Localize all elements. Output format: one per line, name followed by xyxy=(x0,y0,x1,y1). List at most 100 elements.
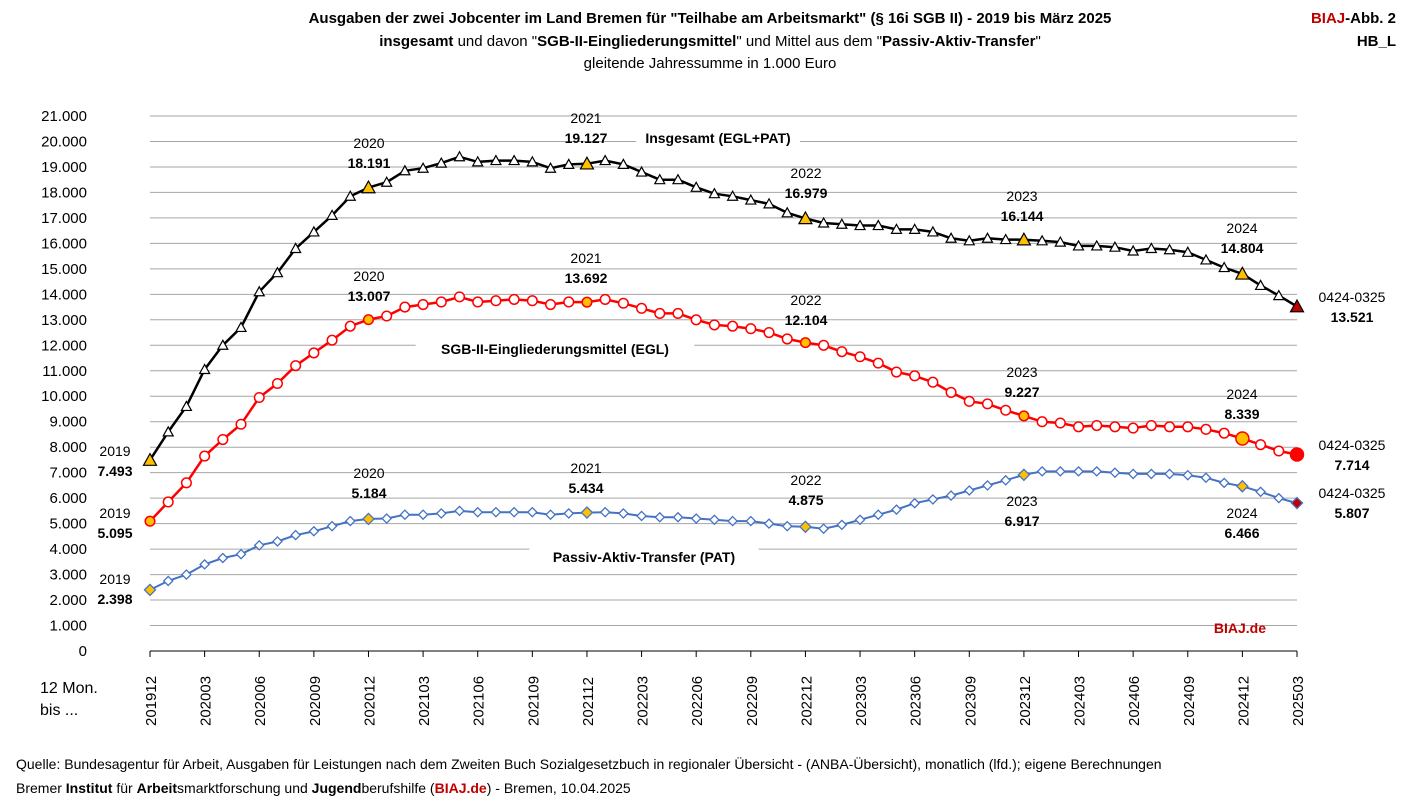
data-point xyxy=(290,529,302,541)
data-point xyxy=(381,310,393,322)
data-point xyxy=(1036,465,1048,477)
y-tick-label: 2.000 xyxy=(49,592,87,609)
data-point xyxy=(360,179,376,194)
y-tick-label: 21.000 xyxy=(41,108,87,125)
data-point xyxy=(162,425,175,437)
x-tick-label: 202209 xyxy=(744,676,761,726)
data-point xyxy=(654,307,666,319)
data-point xyxy=(199,558,211,570)
y-tick-label: 1.000 xyxy=(49,618,87,635)
data-point xyxy=(872,509,884,521)
data-point xyxy=(453,150,466,162)
data-point xyxy=(1164,421,1176,433)
annotation-value: 7.493 xyxy=(97,463,132,479)
data-point xyxy=(563,508,575,519)
data-point xyxy=(417,161,430,173)
data-point xyxy=(271,266,284,278)
data-point xyxy=(1109,467,1121,479)
data-point xyxy=(490,295,502,307)
data-point xyxy=(1290,496,1304,510)
annotation-year: 2024 xyxy=(1226,220,1257,236)
data-point xyxy=(1164,468,1175,480)
data-point xyxy=(472,506,484,518)
data-point xyxy=(818,339,830,351)
data-point xyxy=(180,400,193,412)
title-line-1: Ausgaben der zwei Jobcenter im Land Brem… xyxy=(308,10,1112,27)
data-point xyxy=(854,514,866,526)
data-point xyxy=(1181,246,1194,257)
y-tick-label: 18.000 xyxy=(41,184,87,201)
x-axis-caption: 12 Mon. bis ... xyxy=(40,678,98,722)
data-point xyxy=(272,536,283,547)
data-point xyxy=(162,575,174,587)
data-point xyxy=(143,583,157,597)
data-point xyxy=(1289,298,1305,313)
data-point xyxy=(142,452,158,466)
annotation-year: 2020 xyxy=(353,465,384,481)
data-point xyxy=(1054,417,1066,429)
data-point xyxy=(1273,445,1285,457)
annotation-year: 2022 xyxy=(790,472,821,488)
data-point xyxy=(1163,243,1176,255)
data-point xyxy=(235,321,248,333)
data-point xyxy=(945,232,958,243)
x-tick-label: 202303 xyxy=(853,676,870,726)
x-tick-label: 202212 xyxy=(798,676,815,726)
data-point xyxy=(854,351,866,363)
publisher-link[interactable]: BIAJ.de xyxy=(434,780,487,796)
data-point xyxy=(763,326,775,339)
y-tick-label: 20.000 xyxy=(41,133,87,150)
data-point xyxy=(1016,231,1032,246)
x-tick-label: 202409 xyxy=(1181,676,1198,726)
data-point xyxy=(271,377,283,390)
data-point xyxy=(344,515,356,527)
data-point xyxy=(1182,421,1194,433)
y-tick-label: 14.000 xyxy=(41,286,87,303)
data-point xyxy=(308,347,320,359)
data-point xyxy=(727,320,739,332)
annotation-year: 2024 xyxy=(1226,386,1257,402)
annotation-value: 5.184 xyxy=(351,485,386,501)
data-point xyxy=(399,509,411,521)
annotation-year: 2023 xyxy=(1006,364,1037,380)
data-point xyxy=(1235,431,1250,446)
data-point xyxy=(217,552,229,564)
annotation-value: 6.466 xyxy=(1224,525,1259,541)
data-point xyxy=(818,523,830,535)
badge-figure-number: -Abb. 2 xyxy=(1345,10,1396,27)
data-point xyxy=(982,479,993,491)
y-tick-label: 4.000 xyxy=(49,541,87,558)
x-tick-label: 202503 xyxy=(1290,676,1307,726)
data-point xyxy=(909,497,921,509)
annotation-value: 5.434 xyxy=(568,480,603,496)
x-tick-label: 202009 xyxy=(307,676,324,726)
data-point xyxy=(1289,447,1305,462)
y-tick-label: 8.000 xyxy=(49,439,87,456)
y-tick-label: 6.000 xyxy=(49,490,87,507)
watermark: BIAJ.de xyxy=(1214,620,1266,636)
data-point xyxy=(909,370,921,382)
data-point xyxy=(489,154,502,166)
data-point xyxy=(508,506,520,518)
data-point xyxy=(1127,422,1139,434)
data-point xyxy=(1036,416,1048,428)
data-point xyxy=(963,234,976,246)
data-point xyxy=(835,218,848,229)
data-point xyxy=(744,193,757,205)
annotation-value: 13.692 xyxy=(565,270,608,286)
data-point xyxy=(1200,423,1212,435)
annotation-year: 0424-0325 xyxy=(1319,289,1386,305)
data-point xyxy=(799,520,812,534)
x-tick-label: 202406 xyxy=(1126,676,1143,726)
data-point xyxy=(472,296,484,308)
y-tick-label: 13.000 xyxy=(41,312,87,329)
annotation-value: 19.127 xyxy=(565,130,608,146)
data-point xyxy=(1218,427,1230,439)
data-point xyxy=(180,477,192,489)
data-point xyxy=(435,508,447,519)
y-tick-label: 3.000 xyxy=(49,567,87,584)
data-point xyxy=(635,165,648,177)
annotation-value: 9.227 xyxy=(1004,384,1039,400)
title-line-3: gleitende Jahressumme in 1.000 Euro xyxy=(583,55,837,72)
data-point xyxy=(672,511,684,523)
